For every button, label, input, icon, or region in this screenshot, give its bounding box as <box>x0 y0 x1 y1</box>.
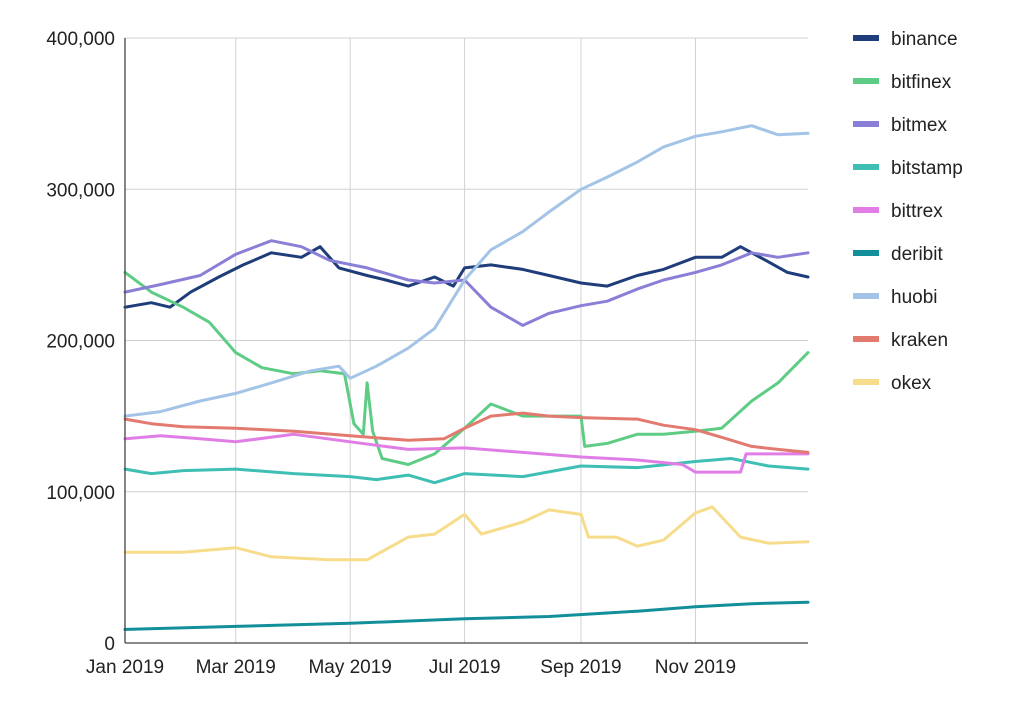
legend-label-binance: binance <box>891 29 958 50</box>
x-tick-label: Sep 2019 <box>540 657 621 678</box>
legend-label-kraken: kraken <box>891 330 948 351</box>
x-tick-label: Nov 2019 <box>655 657 736 678</box>
axes: 0 100,000 200,000 300,000 400,000 Jan 2019 Mar… <box>46 29 808 678</box>
series-line-okex <box>123 505 810 562</box>
y-tick-label: 0 <box>104 634 115 655</box>
y-tick-label: 400,000 <box>46 29 115 50</box>
series-line-binance <box>123 245 810 309</box>
grid-lines <box>125 37 808 643</box>
series-line-bitstamp <box>123 457 810 485</box>
legend-swatch-bitstamp <box>853 164 879 170</box>
legend-label-bitstamp: bitstamp <box>891 158 963 179</box>
legend-label-deribit: deribit <box>891 244 943 265</box>
legend-label-okex: okex <box>891 373 932 394</box>
legend-label-bittrex: bittrex <box>891 201 943 222</box>
legend: binance bitfinex bitmex bitstamp bittrex deri… <box>853 29 963 394</box>
x-tick-label: Jan 2019 <box>86 657 164 678</box>
series-line-deribit <box>123 600 810 631</box>
series-line-kraken <box>123 411 810 454</box>
series-line-bittrex <box>123 432 810 474</box>
x-tick-label: May 2019 <box>308 657 391 678</box>
legend-label-huobi: huobi <box>891 287 938 308</box>
legend-swatch-kraken <box>853 336 879 342</box>
y-tick-label: 300,000 <box>46 180 115 201</box>
series-line-bitmex <box>123 239 810 327</box>
legend-swatch-bitmex <box>853 121 879 127</box>
series-line-huobi <box>123 124 810 418</box>
y-tick-label: 100,000 <box>46 483 115 504</box>
legend-swatch-huobi <box>853 293 879 299</box>
plot-area <box>123 124 810 631</box>
legend-swatch-okex <box>853 379 879 385</box>
series-line-bitfinex <box>123 270 810 466</box>
legend-swatch-binance <box>853 35 879 41</box>
y-tick-label: 200,000 <box>46 332 115 353</box>
legend-swatch-bitfinex <box>853 78 879 84</box>
legend-swatch-bittrex <box>853 207 879 213</box>
legend-label-bitmex: bitmex <box>891 115 947 136</box>
legend-swatch-deribit <box>853 250 879 256</box>
legend-label-bitfinex: bitfinex <box>891 72 952 93</box>
x-tick-label: Mar 2019 <box>196 657 276 678</box>
x-tick-label: Jul 2019 <box>429 657 501 678</box>
